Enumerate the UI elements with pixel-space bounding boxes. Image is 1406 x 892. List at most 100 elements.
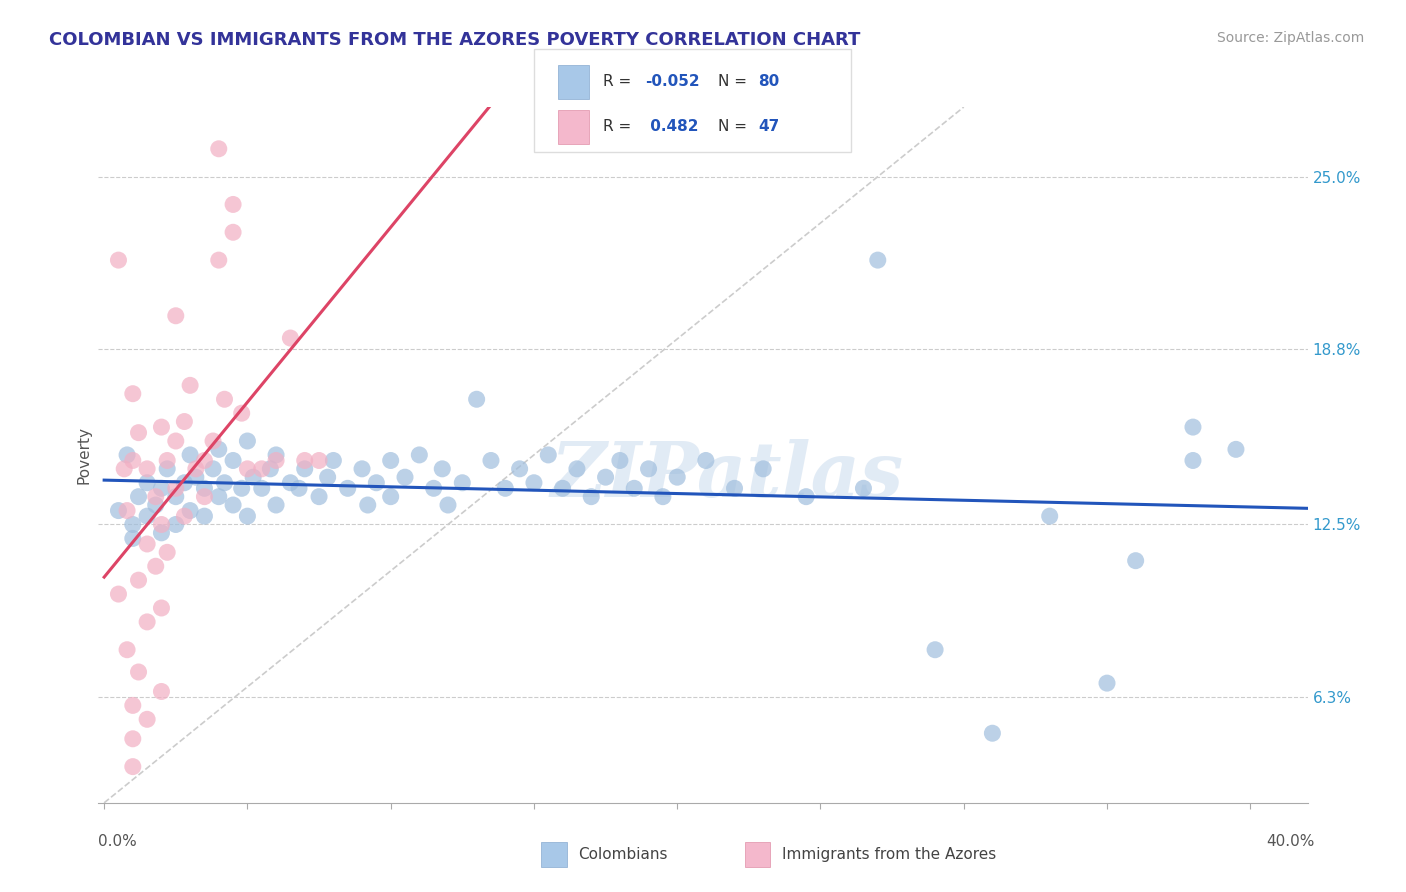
- Point: [479, 453, 502, 467]
- Text: 47: 47: [758, 119, 779, 134]
- Point: [115, 448, 138, 462]
- Point: [165, 517, 187, 532]
- Point: [179, 378, 201, 392]
- Point: [202, 434, 225, 448]
- Point: [214, 392, 236, 407]
- Point: [184, 470, 207, 484]
- Point: [236, 509, 259, 524]
- Text: N =: N =: [718, 119, 752, 134]
- Point: [112, 462, 135, 476]
- Point: [280, 475, 302, 490]
- Point: [179, 503, 201, 517]
- Point: [752, 462, 775, 476]
- Point: [193, 490, 215, 504]
- Point: [350, 462, 373, 476]
- Point: [294, 462, 316, 476]
- Point: [1095, 676, 1118, 690]
- Text: 40.0%: 40.0%: [1267, 834, 1315, 849]
- Point: [651, 490, 673, 504]
- Point: [981, 726, 1004, 740]
- Point: [136, 537, 159, 551]
- Point: [156, 462, 179, 476]
- Point: [208, 442, 231, 457]
- Point: [165, 481, 187, 495]
- Point: [380, 490, 402, 504]
- Point: [322, 453, 344, 467]
- Point: [202, 462, 225, 476]
- Point: [115, 503, 138, 517]
- Point: [794, 490, 817, 504]
- Point: [866, 253, 889, 268]
- Point: [214, 475, 236, 490]
- Point: [136, 509, 159, 524]
- Point: [308, 453, 330, 467]
- Point: [156, 545, 179, 559]
- Point: [551, 481, 574, 495]
- Point: [537, 448, 560, 462]
- Point: [264, 453, 287, 467]
- Point: [509, 462, 531, 476]
- Point: [121, 731, 143, 746]
- Point: [165, 309, 187, 323]
- Point: [242, 470, 264, 484]
- Point: [156, 453, 179, 467]
- Point: [136, 712, 159, 726]
- Text: Immigrants from the Azores: Immigrants from the Azores: [782, 847, 995, 862]
- Point: [294, 453, 316, 467]
- Point: [565, 462, 588, 476]
- Point: [581, 490, 603, 504]
- Point: [121, 386, 143, 401]
- Point: [150, 684, 173, 698]
- Point: [150, 420, 173, 434]
- Point: [432, 462, 454, 476]
- Point: [173, 415, 195, 429]
- Point: [236, 434, 259, 448]
- Point: [128, 665, 150, 679]
- Point: [451, 475, 474, 490]
- Point: [222, 225, 245, 239]
- Point: [1181, 453, 1204, 467]
- Text: COLOMBIAN VS IMMIGRANTS FROM THE AZORES POVERTY CORRELATION CHART: COLOMBIAN VS IMMIGRANTS FROM THE AZORES …: [49, 31, 860, 49]
- Point: [280, 331, 302, 345]
- Point: [222, 498, 245, 512]
- Point: [184, 462, 207, 476]
- Point: [165, 490, 187, 504]
- Point: [145, 498, 167, 512]
- Point: [259, 462, 281, 476]
- Point: [107, 587, 129, 601]
- Text: Colombians: Colombians: [578, 847, 668, 862]
- Point: [666, 470, 689, 484]
- Point: [208, 142, 231, 156]
- Point: [422, 481, 444, 495]
- Text: Source: ZipAtlas.com: Source: ZipAtlas.com: [1216, 31, 1364, 45]
- Point: [924, 642, 946, 657]
- Point: [231, 406, 253, 420]
- Text: R =: R =: [603, 119, 637, 134]
- Point: [494, 481, 516, 495]
- Point: [1039, 509, 1062, 524]
- Point: [145, 559, 167, 574]
- Y-axis label: Poverty: Poverty: [76, 425, 91, 484]
- Point: [107, 253, 129, 268]
- Point: [695, 453, 717, 467]
- Text: R =: R =: [603, 74, 637, 89]
- Point: [316, 470, 339, 484]
- Text: -0.052: -0.052: [645, 74, 700, 89]
- Point: [179, 448, 201, 462]
- Point: [136, 615, 159, 629]
- Point: [173, 475, 195, 490]
- Point: [465, 392, 488, 407]
- Point: [595, 470, 617, 484]
- Point: [165, 434, 187, 448]
- Point: [250, 462, 273, 476]
- Point: [150, 481, 173, 495]
- Point: [394, 470, 416, 484]
- Point: [380, 453, 402, 467]
- Point: [609, 453, 631, 467]
- Point: [852, 481, 875, 495]
- Point: [173, 509, 195, 524]
- Text: 80: 80: [758, 74, 779, 89]
- Point: [121, 532, 143, 546]
- Point: [1181, 420, 1204, 434]
- Point: [288, 481, 311, 495]
